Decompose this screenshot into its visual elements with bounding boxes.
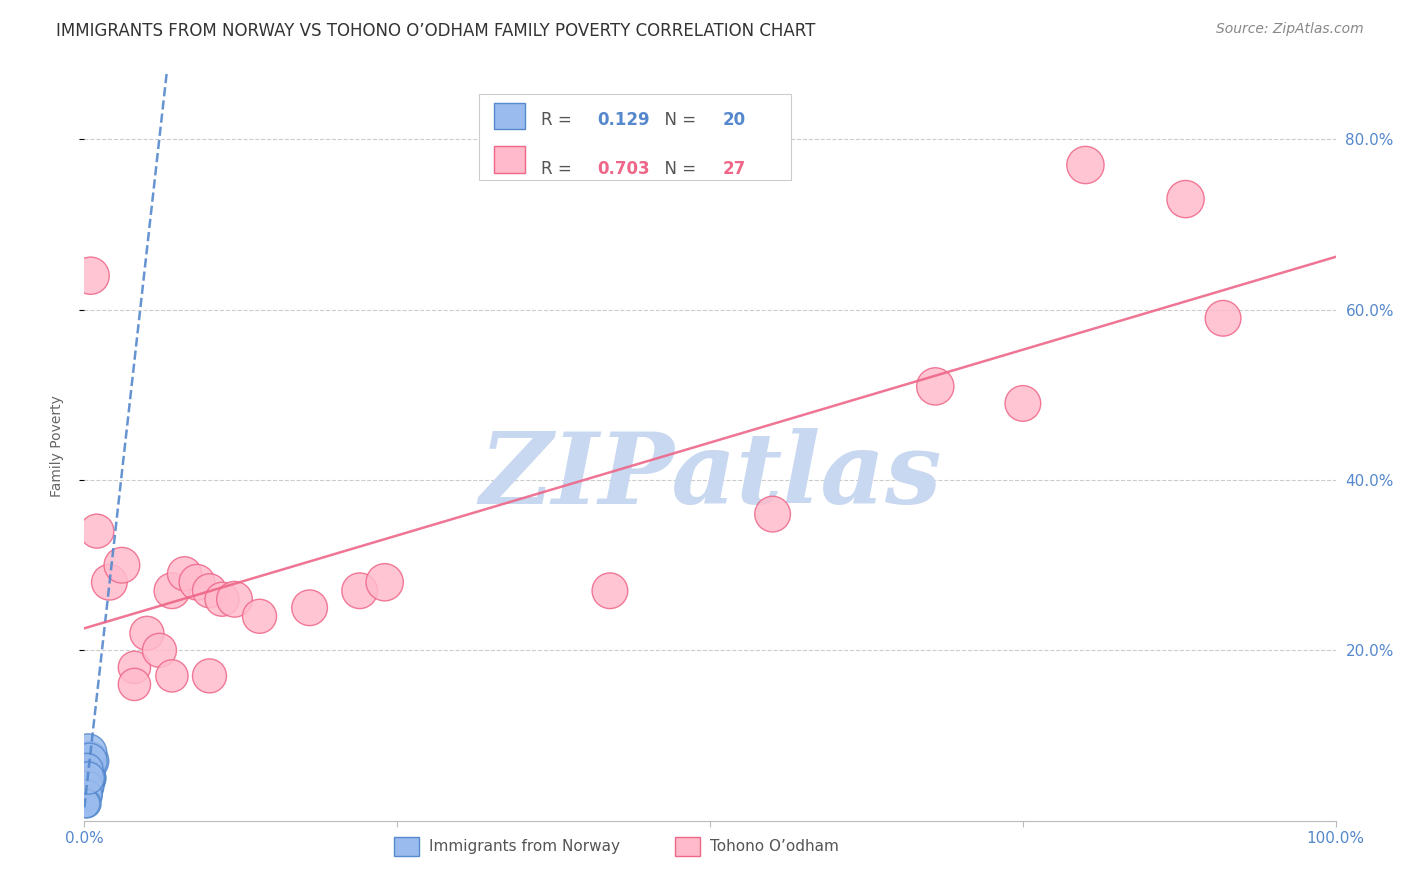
Point (1212, 311, 1234, 326)
Point (211, 592, 233, 607)
Point (98, 575, 121, 590)
Point (136, 626, 159, 640)
Point (160, 583, 183, 598)
FancyBboxPatch shape (494, 146, 524, 172)
Point (77, 780, 100, 794)
Point (79, 268, 101, 283)
Text: Immigrants from Norway: Immigrants from Norway (429, 839, 620, 854)
Point (75, 797, 97, 811)
Point (173, 566, 195, 581)
Point (762, 507, 785, 521)
Point (76, 780, 98, 794)
Text: IMMIGRANTS FROM NORWAY VS TOHONO O’ODHAM FAMILY POVERTY CORRELATION CHART: IMMIGRANTS FROM NORWAY VS TOHONO O’ODHAM… (56, 22, 815, 40)
Text: R =: R = (541, 160, 576, 178)
Point (76, 763, 98, 777)
Point (77, 746, 100, 760)
Point (79, 754, 101, 768)
Text: 0.703: 0.703 (598, 160, 650, 178)
Point (76, 780, 98, 794)
Point (124, 677, 146, 691)
Point (224, 592, 246, 607)
Text: N =: N = (654, 112, 702, 129)
Point (1074, 158, 1097, 172)
Text: R =: R = (541, 112, 576, 129)
Point (186, 575, 208, 590)
Point (198, 669, 221, 683)
Point (77, 771, 100, 785)
Point (75, 788, 97, 802)
Point (599, 583, 621, 598)
Point (76, 771, 98, 785)
Point (1174, 192, 1197, 206)
Text: ZIPatlas: ZIPatlas (479, 428, 941, 524)
Point (124, 660, 146, 674)
Point (77, 763, 100, 777)
Text: Tohono O’odham: Tohono O’odham (710, 839, 839, 854)
Point (77, 771, 100, 785)
Point (76, 797, 98, 811)
Point (148, 643, 170, 657)
Text: N =: N = (654, 160, 702, 178)
Point (349, 583, 371, 598)
Point (75, 780, 97, 794)
Text: 20: 20 (723, 112, 745, 129)
Point (86, 524, 108, 538)
FancyBboxPatch shape (478, 94, 792, 180)
Text: 0.129: 0.129 (598, 112, 650, 129)
Point (198, 583, 221, 598)
Point (76, 763, 98, 777)
Point (160, 669, 183, 683)
Text: Source: ZipAtlas.com: Source: ZipAtlas.com (1216, 22, 1364, 37)
Point (76, 788, 98, 802)
Point (76, 788, 98, 802)
Point (79, 754, 101, 768)
Point (77, 771, 100, 785)
Point (111, 558, 134, 573)
Point (924, 379, 946, 393)
Text: 27: 27 (723, 160, 745, 178)
Point (249, 609, 271, 624)
Point (77, 771, 100, 785)
Point (374, 575, 396, 590)
FancyBboxPatch shape (494, 103, 524, 129)
Point (1012, 396, 1035, 410)
Point (298, 600, 321, 615)
Y-axis label: Family Poverty: Family Poverty (49, 395, 63, 497)
